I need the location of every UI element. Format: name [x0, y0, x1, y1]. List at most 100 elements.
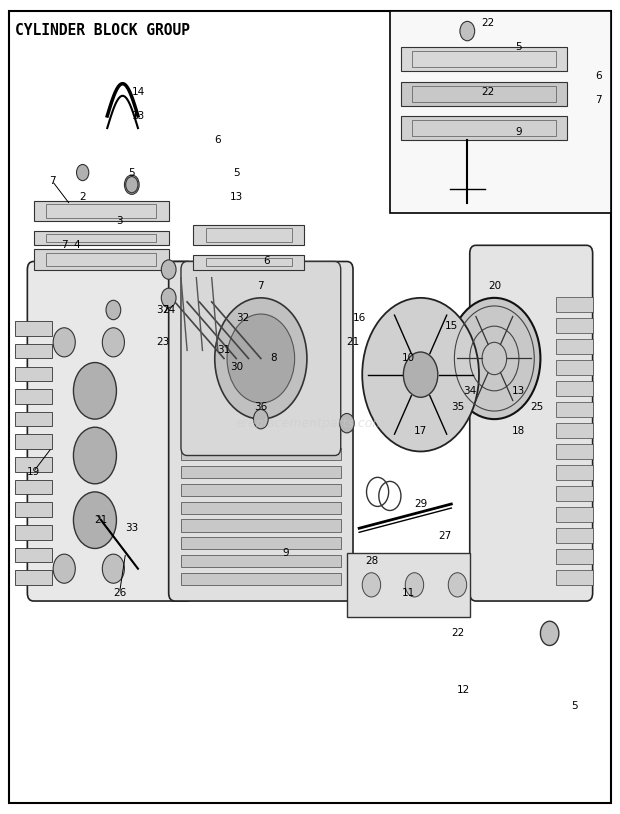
- Bar: [15, 548, 52, 562]
- Text: ereplacementparts.com: ereplacementparts.com: [235, 417, 385, 430]
- Bar: [15, 412, 52, 427]
- Bar: [33, 249, 169, 269]
- Bar: [556, 466, 593, 479]
- Text: 15: 15: [445, 322, 458, 331]
- Bar: [15, 502, 52, 517]
- Text: 16: 16: [353, 313, 366, 323]
- Circle shape: [448, 298, 541, 419]
- Bar: [412, 120, 556, 136]
- Text: 33: 33: [125, 523, 138, 533]
- Circle shape: [73, 427, 117, 484]
- Bar: [181, 466, 341, 478]
- Circle shape: [161, 288, 176, 308]
- Circle shape: [460, 21, 475, 41]
- Bar: [15, 525, 52, 540]
- FancyBboxPatch shape: [181, 261, 341, 456]
- Bar: [401, 47, 567, 72]
- Text: 13: 13: [131, 111, 144, 121]
- Text: 18: 18: [512, 427, 526, 436]
- Bar: [15, 322, 52, 336]
- Bar: [181, 573, 341, 584]
- Text: 3: 3: [116, 216, 123, 226]
- Circle shape: [541, 621, 559, 646]
- Bar: [181, 449, 341, 461]
- Bar: [33, 201, 169, 221]
- Text: 2: 2: [79, 192, 86, 202]
- Circle shape: [125, 175, 139, 195]
- Text: 6: 6: [215, 135, 221, 145]
- Circle shape: [448, 573, 467, 597]
- Bar: [347, 553, 470, 617]
- Text: 5: 5: [571, 701, 577, 711]
- Bar: [46, 252, 156, 266]
- Text: 31: 31: [218, 345, 231, 356]
- Text: 14: 14: [131, 87, 144, 97]
- Text: 30: 30: [229, 361, 243, 371]
- Bar: [181, 484, 341, 496]
- Text: 22: 22: [482, 18, 495, 28]
- Text: 28: 28: [365, 556, 378, 566]
- Text: 23: 23: [156, 337, 169, 348]
- Text: 34: 34: [463, 386, 476, 396]
- Bar: [15, 571, 52, 584]
- Text: 4: 4: [73, 240, 80, 251]
- Text: 22: 22: [482, 87, 495, 97]
- Text: 29: 29: [414, 499, 427, 509]
- Text: 11: 11: [402, 588, 415, 598]
- Text: 17: 17: [414, 427, 427, 436]
- Circle shape: [340, 414, 354, 433]
- Text: 8: 8: [270, 353, 277, 364]
- Text: 5: 5: [233, 168, 239, 177]
- Circle shape: [405, 573, 423, 597]
- Text: 13: 13: [512, 386, 526, 396]
- Text: 10: 10: [402, 353, 415, 364]
- Bar: [193, 225, 304, 245]
- Text: 5: 5: [516, 42, 522, 52]
- Circle shape: [362, 573, 381, 597]
- FancyBboxPatch shape: [470, 245, 593, 601]
- Circle shape: [53, 554, 75, 584]
- Bar: [556, 549, 593, 564]
- Bar: [401, 81, 567, 106]
- Circle shape: [215, 298, 307, 419]
- Text: 6: 6: [595, 71, 602, 81]
- Text: 25: 25: [531, 402, 544, 412]
- Bar: [401, 116, 567, 140]
- Circle shape: [73, 362, 117, 419]
- Bar: [206, 258, 291, 266]
- Circle shape: [404, 352, 438, 397]
- Text: 5: 5: [128, 168, 135, 177]
- Bar: [556, 486, 593, 501]
- Bar: [412, 51, 556, 68]
- FancyBboxPatch shape: [169, 261, 353, 601]
- Circle shape: [73, 492, 117, 549]
- Bar: [556, 507, 593, 522]
- Bar: [33, 230, 169, 245]
- Text: 7: 7: [48, 176, 55, 186]
- Bar: [556, 297, 593, 312]
- Bar: [193, 255, 304, 269]
- Bar: [556, 318, 593, 333]
- Text: 22: 22: [451, 628, 464, 638]
- Bar: [15, 479, 52, 494]
- Bar: [556, 339, 593, 353]
- Text: 7: 7: [257, 281, 264, 291]
- Circle shape: [76, 164, 89, 181]
- Bar: [556, 444, 593, 459]
- Circle shape: [102, 328, 125, 357]
- Text: 6: 6: [264, 256, 270, 266]
- Bar: [181, 555, 341, 567]
- Text: 35: 35: [451, 402, 464, 412]
- Circle shape: [254, 409, 268, 429]
- Text: 26: 26: [113, 588, 126, 598]
- Text: 9: 9: [282, 548, 289, 558]
- Text: 37: 37: [156, 305, 169, 315]
- Bar: [556, 423, 593, 438]
- Text: 20: 20: [488, 281, 501, 291]
- Text: 36: 36: [254, 402, 267, 412]
- Text: 19: 19: [27, 466, 40, 477]
- Bar: [15, 389, 52, 404]
- Bar: [390, 11, 611, 213]
- Text: 21: 21: [94, 515, 108, 525]
- Bar: [181, 537, 341, 549]
